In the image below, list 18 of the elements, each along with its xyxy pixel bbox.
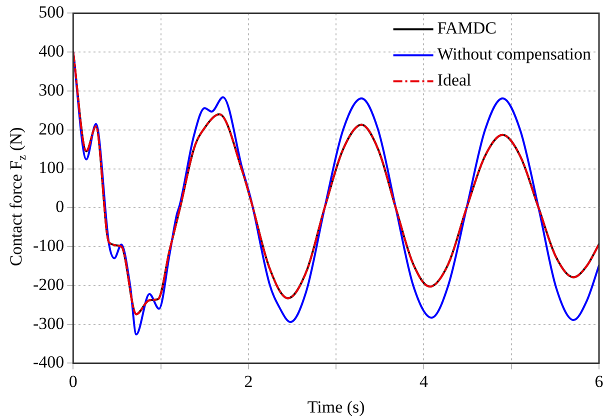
- x-tick-label: 4: [419, 372, 428, 391]
- x-tick-label: 2: [244, 372, 253, 391]
- y-tick-label: 100: [38, 158, 64, 178]
- y-tick-label: -200: [32, 274, 64, 294]
- y-tick-label: -400: [32, 352, 64, 372]
- y-tick-label: 400: [38, 42, 64, 61]
- y-tick-label: 200: [38, 119, 64, 138]
- y-tick-label: 500: [38, 2, 64, 22]
- x-tick-label: 6: [594, 372, 604, 391]
- y-tick-label: 0: [56, 197, 64, 216]
- x-tick-label: 0: [68, 372, 78, 391]
- legend-label: FAMDC: [437, 18, 496, 38]
- y-tick-label: -100: [32, 236, 64, 255]
- legend-label: Ideal: [437, 70, 472, 90]
- y-tick-label: -300: [32, 314, 64, 333]
- x-axis-title: Time (s): [307, 397, 365, 416]
- y-tick-label: 300: [38, 80, 64, 100]
- legend-label: Without compensation: [437, 44, 592, 64]
